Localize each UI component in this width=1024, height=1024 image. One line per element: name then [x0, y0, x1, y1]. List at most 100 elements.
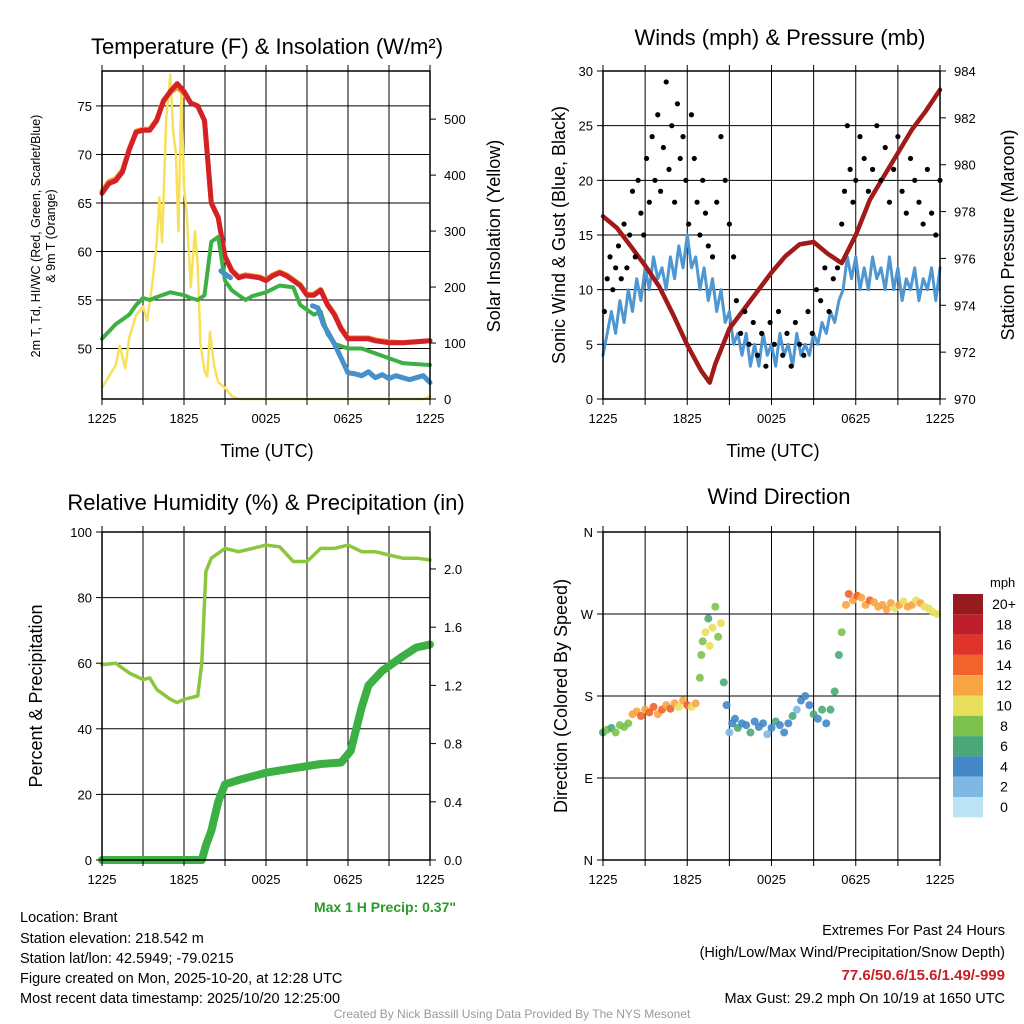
gust-point	[726, 221, 732, 227]
gust-point	[822, 265, 828, 271]
humidity-panel: Relative Humidity (%) & Precipitation (i…	[26, 490, 465, 915]
direction-point	[695, 673, 704, 682]
gust-point	[733, 298, 739, 304]
gust-point	[680, 134, 686, 140]
y-tick-label: 60	[78, 656, 92, 671]
y-tick-label: 100	[70, 525, 92, 540]
direction-point	[933, 610, 942, 618]
x-tick-label: 1225	[88, 411, 117, 426]
gust-point	[641, 232, 647, 238]
direction-point	[899, 597, 908, 606]
x-tick-label: 1225	[416, 872, 445, 887]
gust-point	[738, 330, 744, 336]
colorbar-label: mph	[990, 575, 1015, 590]
extremes-info: Extremes For Past 24 Hours (High/Low/Max…	[700, 923, 1005, 1007]
gust-point	[722, 177, 728, 183]
gust-point	[928, 210, 935, 216]
y2-tick-label: 300	[444, 224, 466, 239]
gust-point	[924, 166, 930, 172]
winds-xlabel: Time (UTC)	[726, 441, 819, 461]
gust-point	[618, 276, 624, 282]
gust-point	[697, 232, 703, 238]
y-tick-label: 75	[78, 99, 92, 114]
direction-point	[763, 730, 772, 739]
gust-point	[730, 254, 737, 260]
temperature-plot: 1225 1825 0025 0625 1225 50 55 60 65 70 75 0 100 200 3…	[78, 65, 466, 426]
y2-tick-label: 980	[954, 158, 976, 173]
direction-point	[746, 728, 755, 737]
gust-point	[813, 287, 820, 293]
winds-series-sonic-wind	[601, 233, 942, 368]
direction-point	[711, 602, 720, 611]
y-tick-label: 80	[78, 591, 92, 606]
colorbar-swatch	[953, 715, 983, 737]
y-tick-label: 50	[78, 342, 92, 357]
y2-tick-label: 970	[954, 392, 976, 407]
y-tick-label: 30	[579, 64, 593, 79]
colorbar-swatch	[953, 614, 983, 635]
gust-point	[847, 166, 853, 172]
direction-point	[886, 599, 895, 608]
x-tick-label: 0625	[841, 872, 870, 887]
x-tick-label: 1825	[673, 411, 702, 426]
direction-point	[788, 712, 797, 721]
gust-point	[652, 177, 658, 183]
station-elevation: Station elevation: 218.542 m	[20, 931, 204, 947]
colorbar-tick-label: 12	[996, 677, 1012, 693]
colorbar-tick-label: 18	[996, 616, 1012, 632]
humidity-series-precipitation	[98, 640, 434, 864]
extremes-heading: Extremes For Past 24 Hours	[822, 923, 1005, 939]
y-tick-label: N	[584, 525, 593, 540]
direction-plot: 20+ 18 16 14 12 10 8 6 4 2 0 1225 1825 0025 0625 1225 N E…	[581, 525, 1016, 887]
gust-point	[646, 199, 652, 205]
x-tick-label: 1225	[926, 872, 955, 887]
gust-point	[604, 276, 610, 282]
temperature-ylabel-line2: & 9m T (Orange)	[44, 189, 58, 282]
gust-point	[632, 254, 638, 260]
y-tick-label: 20	[579, 173, 593, 188]
gust-point	[895, 134, 901, 140]
temperature-ylabel-line1: 2m T, Td, HI/WC (Red, Green, Scarlet/Blu…	[29, 115, 43, 358]
gust-point	[663, 79, 669, 85]
gust-point	[702, 210, 709, 216]
direction-point	[645, 708, 654, 717]
colorbar-tick-label: 2	[1000, 779, 1008, 795]
colorbar-tick-label: 0	[1000, 799, 1008, 815]
station-info: Location: Brant Station elevation: 218.5…	[20, 910, 342, 1007]
temperature-panel: Temperature (F) & Insolation (W/m²) 2m T…	[29, 34, 504, 461]
gust-point	[907, 155, 914, 162]
colorbar-tick-label: 16	[996, 637, 1012, 653]
gust-point	[750, 319, 756, 326]
y-tick-label: 65	[78, 196, 92, 211]
gust-point	[916, 199, 922, 205]
direction-point	[666, 704, 675, 713]
direction-point	[801, 692, 810, 700]
gust-point	[839, 221, 845, 227]
direction-point	[830, 687, 839, 696]
gust-point	[655, 112, 661, 118]
y2-tick-label: 1.2	[444, 678, 462, 693]
gust-point	[792, 319, 798, 326]
direction-point	[857, 593, 866, 602]
y-tick-label: 40	[78, 722, 92, 737]
gust-point	[920, 221, 926, 227]
gust-point	[805, 308, 811, 315]
y-tick-label: 70	[78, 147, 92, 162]
recent-data-timestamp: Most recent data timestamp: 2025/10/20 1…	[20, 991, 340, 1007]
y-tick-label: N	[584, 853, 593, 868]
direction-point	[624, 719, 633, 728]
gust-point	[694, 199, 700, 205]
gust-point	[643, 155, 650, 162]
gust-point	[686, 221, 692, 227]
max-gust: Max Gust: 29.2 mph On 10/19 at 1650 UTC	[725, 991, 1005, 1007]
y2-tick-label: 972	[954, 345, 976, 360]
gust-point	[714, 199, 720, 205]
gust-point	[610, 287, 616, 293]
gust-point	[826, 308, 832, 315]
gust-point	[669, 123, 675, 129]
gust-point	[809, 330, 815, 336]
direction-point	[611, 728, 620, 737]
x-tick-label: 0625	[841, 411, 870, 426]
gust-point	[700, 177, 706, 183]
gust-point	[759, 330, 765, 336]
